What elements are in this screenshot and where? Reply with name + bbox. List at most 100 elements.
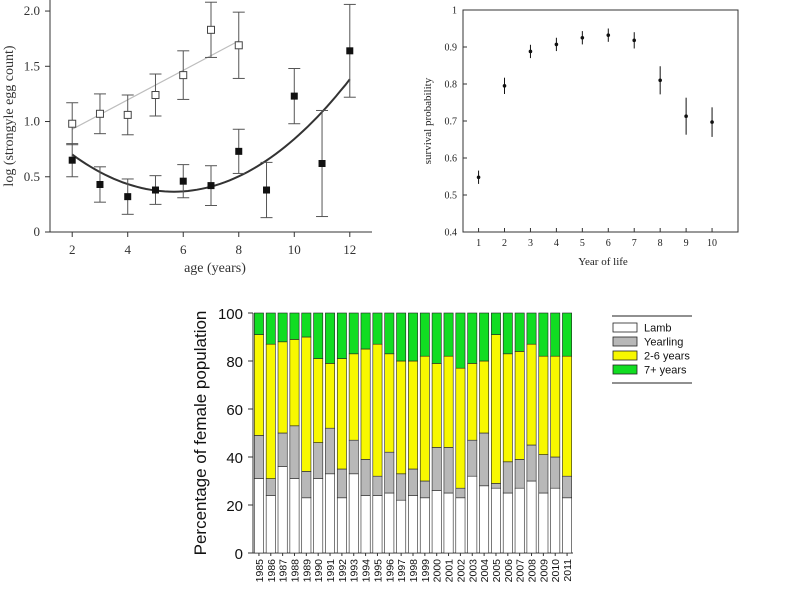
survival-point [684,114,688,118]
pop-bar-segment-yearling [408,468,418,496]
pop-x-tick-label: 1989 [301,559,313,583]
pop-bar-segment-lamb [491,487,501,554]
legend-label: Lamb [644,323,672,335]
survival-point [476,175,481,180]
legend-swatch-2-6-years [612,350,638,361]
pop-bar-segment-2-6-years [502,353,513,463]
pop-bar-segment-7-years [325,312,335,364]
egg-point-filled [96,180,104,188]
pop-bar-segment-yearling [301,471,312,499]
egg-point-open [68,119,77,128]
egg-point-open [123,110,132,119]
egg-point-filled [235,147,243,155]
pop-bar-segment-yearling [254,435,264,479]
pop-x-tick-label: 2011 [562,559,574,582]
survival-x-tick-label: 9 [684,238,689,249]
pop-bar-segment-7-years [431,312,442,364]
pop-bar-segment-yearling [336,468,347,499]
pop-x-tick-label: 2002 [455,559,467,583]
pop-x-tick-label: 2004 [479,559,491,583]
pop-bar-segment-7-years [419,312,430,357]
pop-bar-segment-7-years [301,312,312,338]
pop-bar-segment-2-6-years [372,343,383,477]
pop-bar-segment-lamb [443,492,454,554]
survival-point [580,35,585,40]
survival-x-tick-label: 2 [502,238,507,249]
pop-bar-segment-2-6-years [491,334,501,484]
survival-x-tick-label: 6 [606,238,611,249]
egg-point-filled [179,177,187,185]
egg-x-axis-label: age (years) [184,261,246,276]
pop-bar-segment-7-years [443,312,454,357]
pop-bar-segment-7-years [360,312,371,350]
pop-bar-segment-lamb [502,492,513,554]
pop-x-tick-label: 2003 [467,559,479,583]
pop-x-tick-label: 1994 [361,559,373,583]
pop-x-tick-label: 2005 [491,559,503,583]
survival-x-tick-label: 8 [658,238,663,249]
pop-bar-segment-2-6-years [562,355,572,477]
pop-bar-segment-7-years [455,312,466,369]
pop-bar-segment-2-6-years [301,336,312,472]
egg-point-open [207,25,215,34]
pop-bar-segment-7-years [562,312,572,357]
survival-y-tick-label: 1 [452,6,457,17]
pop-bar-segment-2-6-years [431,363,442,448]
pop-x-tick-label: 2006 [503,559,515,583]
pop-bar-segment-7-years [372,312,383,345]
pop-x-tick-label: 2009 [538,559,550,583]
survival-y-tick-label: 0.7 [445,117,458,128]
pop-bar-segment-lamb [467,475,478,554]
pop-bar-segment-2-6-years [550,355,561,458]
pop-x-tick-label: 1999 [420,559,432,583]
pop-bar-segment-yearling [348,439,359,475]
pop-y-tick-label: 20 [226,498,243,515]
pop-bar-segment-2-6-years [419,355,430,482]
survival-point [658,78,662,83]
pop-bar-segment-yearling [562,475,572,499]
pop-bar-segment-yearling [289,425,300,479]
egg-point-filled [124,193,132,201]
pop-x-tick-label: 1998 [408,559,420,583]
legend-swatch-7-years [612,364,638,375]
pop-legend: Lamb Yearling 2-6 years 7+ years [612,315,692,384]
pop-bar-segment-2-6-years [313,358,324,443]
pop-bar-segment-yearling [443,447,454,494]
survival-point [632,38,637,43]
pop-bar-segment-lamb [289,478,300,554]
pop-bar-segment-2-6-years [455,367,466,489]
pop-y-axis-label: Percentage of female population [191,311,210,556]
pop-bar-segment-lamb [550,487,561,554]
pop-bar-segment-lamb [384,492,395,554]
egg-x-tick-label: 4 [124,242,131,257]
pop-bar-segment-lamb [408,495,418,554]
pop-bar-segment-lamb [455,497,466,554]
egg-y-tick-label: 1.5 [24,58,40,73]
pop-bar-segment-yearling [502,461,513,494]
pop-bar-segment-2-6-years [348,353,359,441]
pop-bar-segment-yearling [550,456,561,489]
pop-bar-segment-lamb [514,487,525,554]
pop-bar-segment-lamb [372,495,383,554]
pop-bar-segment-lamb [562,497,572,554]
egg-y-axis-label: log (strongyle egg count) [2,45,17,186]
legend-label: Yearling [644,337,683,349]
pop-bar-segment-7-years [396,312,407,362]
survival-y-tick-label: 0.9 [445,43,458,54]
survival-plot-frame [462,9,739,233]
pop-bar-segment-2-6-years [265,343,276,479]
pop-bar-segment-lamb [277,466,288,554]
pop-bar-segment-2-6-years [514,351,525,460]
egg-point-open [234,41,243,50]
pop-bar-segment-2-6-years [289,339,300,427]
legend-label: 2-6 years [644,351,690,363]
pop-bar-segment-yearling [431,447,442,491]
pop-bar-segment-2-6-years [336,358,347,470]
pop-y-tick-label: 100 [218,306,243,323]
pop-y-tick-label: 80 [226,354,243,371]
pop-bar-segment-yearling [396,473,407,501]
pop-bar-segment-7-years [491,312,501,335]
pop-bar-segment-7-years [479,312,490,362]
pop-bar-segment-yearling [325,427,335,475]
pop-x-tick-label: 1990 [313,559,325,583]
